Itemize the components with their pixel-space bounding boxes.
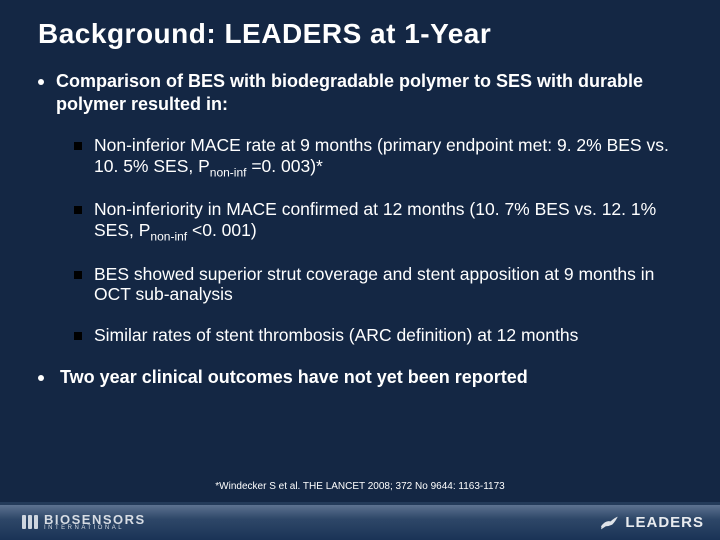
citation-text: *Windecker S et al. THE LANCET 2008; 372…	[0, 481, 720, 492]
biosensors-logo-main: BIOSENSORS	[44, 514, 146, 526]
square-bullet-icon	[74, 206, 82, 214]
sub-bullet: Non-inferiority in MACE confirmed at 12 …	[74, 199, 688, 243]
subscript: non-inf	[210, 165, 247, 179]
bird-icon	[599, 515, 619, 531]
final-bullet-text: Two year clinical outcomes have not yet …	[60, 366, 528, 389]
slide: Background: LEADERS at 1-Year Comparison…	[0, 0, 720, 540]
square-bullet-icon	[74, 142, 82, 150]
sub-bullet-list: Non-inferior MACE rate at 9 months (prim…	[38, 135, 688, 346]
sub-bullet-pre: BES showed superior strut coverage and s…	[94, 264, 654, 305]
slide-title: Background: LEADERS at 1-Year	[32, 18, 688, 50]
footer-bar: BIOSENSORS INTERNATIONAL LEADERS	[0, 504, 720, 540]
sub-bullet-pre: Non-inferior MACE rate at 9 months (prim…	[94, 135, 669, 176]
sub-bullet-post: <0. 001)	[187, 220, 257, 240]
square-bullet-icon	[74, 332, 82, 340]
sub-bullet-text: Non-inferior MACE rate at 9 months (prim…	[94, 135, 688, 179]
subscript: non-inf	[150, 229, 187, 243]
sub-bullet: Non-inferior MACE rate at 9 months (prim…	[74, 135, 688, 179]
final-bullet: Two year clinical outcomes have not yet …	[38, 366, 688, 389]
biosensors-logo: BIOSENSORS INTERNATIONAL	[22, 514, 146, 531]
sub-bullet: Similar rates of stent thrombosis (ARC d…	[74, 325, 688, 346]
square-bullet-icon	[74, 271, 82, 279]
sub-bullet: BES showed superior strut coverage and s…	[74, 264, 688, 305]
biosensors-bars-icon	[22, 515, 38, 529]
slide-body: Comparison of BES with biodegradable pol…	[32, 70, 688, 389]
sub-bullet-text: Non-inferiority in MACE confirmed at 12 …	[94, 199, 688, 243]
bullet-dot-icon	[38, 375, 44, 381]
leaders-logo-text: LEADERS	[625, 514, 704, 531]
bullet-dot-icon	[38, 79, 44, 85]
sub-bullet-text: BES showed superior strut coverage and s…	[94, 264, 688, 305]
lead-bullet: Comparison of BES with biodegradable pol…	[38, 70, 688, 115]
sub-bullet-pre: Similar rates of stent thrombosis (ARC d…	[94, 325, 578, 345]
sub-bullet-post: =0. 003)*	[246, 156, 322, 176]
lead-bullet-text: Comparison of BES with biodegradable pol…	[56, 70, 688, 115]
sub-bullet-text: Similar rates of stent thrombosis (ARC d…	[94, 325, 688, 346]
leaders-logo: LEADERS	[599, 514, 704, 531]
